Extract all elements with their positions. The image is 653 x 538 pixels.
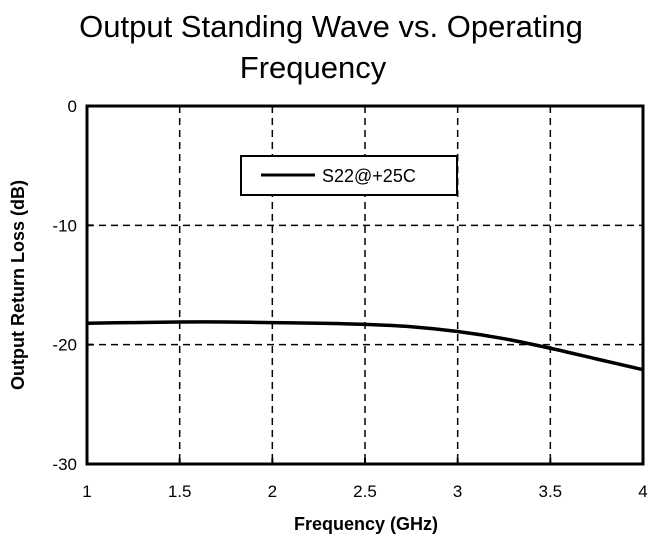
grid <box>87 106 643 464</box>
legend: S22@+25C <box>240 155 458 196</box>
y-tick-label: -30 <box>52 455 77 474</box>
x-tick-label: 4 <box>638 482 647 501</box>
x-tick-label: 3 <box>453 482 462 501</box>
legend-label-s22: S22@+25C <box>322 166 416 186</box>
x-tick-label: 1 <box>82 482 91 501</box>
y-tick-label: -10 <box>52 216 77 235</box>
x-tick-label: 1.5 <box>168 482 192 501</box>
series-layer <box>86 320 644 372</box>
axis-ticks: 1 1.5 2 2.5 3 3.5 4 0 -10 -20 -30 <box>52 97 647 501</box>
x-tick-label: 3.5 <box>539 482 563 501</box>
x-tick-label: 2 <box>268 482 277 501</box>
chart-title-line1: Output Standing Wave vs. Operating <box>79 9 583 44</box>
y-tick-label: -20 <box>52 336 77 355</box>
x-axis-title: Frequency (GHz) <box>294 514 438 534</box>
y-axis-title: Output Return Loss (dB) <box>8 180 28 390</box>
series-line-s22 <box>86 320 644 372</box>
y-tick-label: 0 <box>68 97 77 116</box>
x-tick-label: 2.5 <box>353 482 377 501</box>
chart-title-line2: Frequency <box>240 50 387 85</box>
